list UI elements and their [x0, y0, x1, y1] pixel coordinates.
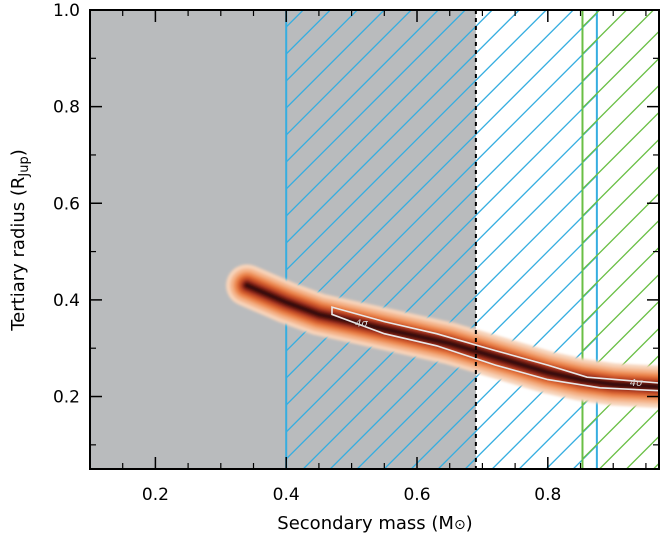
hatch-line — [286, 10, 520, 244]
hatch-line — [410, 282, 597, 469]
hatch-line — [302, 174, 597, 469]
x-tick-label: 0.4 — [273, 485, 300, 505]
x-tick-label: 0.2 — [142, 485, 169, 505]
hatch-line — [582, 192, 659, 271]
y-tick-label: 0.2 — [53, 388, 80, 408]
contour-layer: 4σ 4σ — [226, 264, 659, 408]
y-axis-label: Tertiary radius (RJup) — [8, 149, 32, 332]
x-tick-label: 0.6 — [403, 485, 430, 505]
y-tick-label: 0.4 — [53, 291, 80, 311]
hatch-line — [286, 10, 547, 271]
hatch-line — [582, 84, 659, 163]
hatch-line — [286, 10, 574, 298]
x-axis-label: Secondary mass (M⊙) — [277, 513, 472, 534]
hatch-line — [286, 93, 597, 406]
hatch-line — [286, 120, 597, 433]
hatch-line — [437, 309, 597, 469]
hatch-line — [286, 10, 385, 109]
plot-frame — [89, 9, 660, 470]
contour-band — [245, 283, 659, 389]
hatch-line — [286, 66, 597, 379]
hatch-line — [582, 57, 659, 136]
sigma-contour — [331, 306, 659, 392]
y-tick-label: 0.6 — [53, 194, 80, 214]
hatch-line — [286, 10, 412, 136]
hatch-line — [286, 12, 597, 325]
x-tick-label: 0.8 — [534, 485, 561, 505]
y-tick-label: 0.8 — [53, 98, 80, 118]
contour-label: 4σ — [355, 318, 368, 329]
y-tick-label: 1.0 — [53, 1, 80, 21]
hatch-line — [286, 10, 493, 217]
hatch-line — [286, 10, 439, 163]
hatch-line — [582, 165, 659, 244]
hatch-line — [582, 219, 659, 298]
hatch-line — [286, 39, 597, 352]
excluded-region — [90, 10, 476, 469]
hatch-line — [582, 30, 659, 109]
contour-label: 4σ — [630, 378, 643, 389]
hatch-line — [286, 147, 597, 460]
ticks-layer: 0.2 0.4 0.6 0.8 0.2 0.4 0.6 0.8 1.0 — [53, 1, 659, 505]
plot-area: 4σ 4σ — [90, 10, 659, 469]
hatch-line — [329, 201, 597, 469]
hatch-line — [286, 10, 466, 190]
likelihood-contours — [226, 264, 659, 408]
regions-layer — [90, 10, 476, 469]
hatch-line — [464, 336, 597, 469]
hatch-line — [383, 255, 597, 469]
